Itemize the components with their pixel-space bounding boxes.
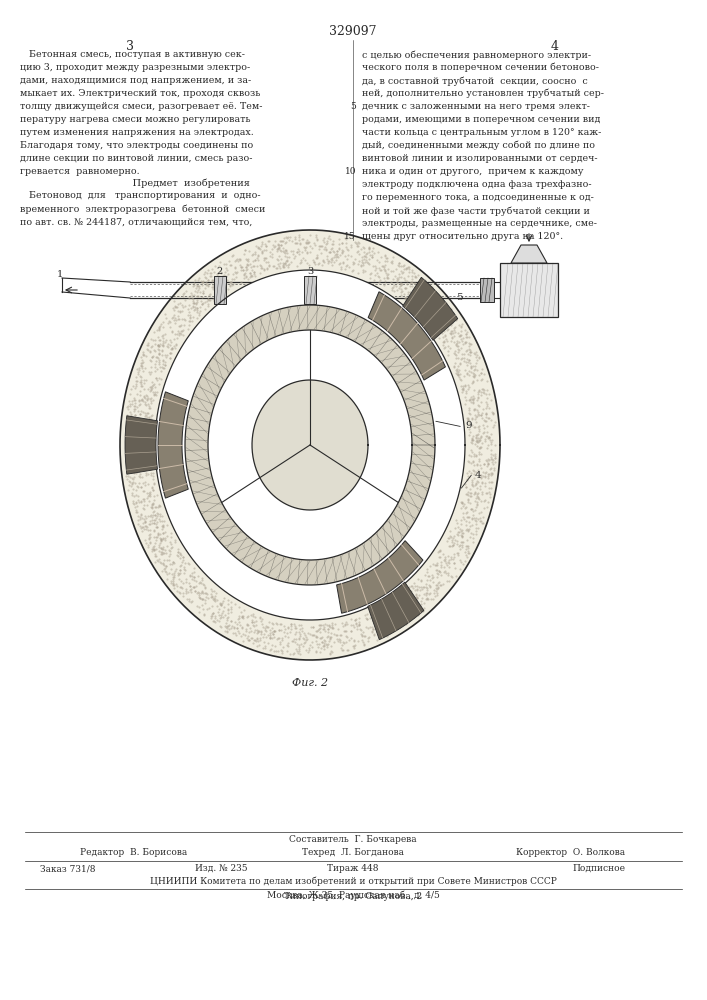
Text: 5: 5 [350, 102, 356, 111]
Text: 2: 2 [217, 267, 223, 276]
Polygon shape [368, 292, 445, 380]
Text: щены друг относительно друга на 120°.: щены друг относительно друга на 120°. [362, 232, 563, 241]
Text: дечник с заложенными на него тремя элект-: дечник с заложенными на него тремя элект… [362, 102, 590, 111]
Text: 7: 7 [330, 490, 337, 499]
Text: Бетоновод  для   транспортирования  и  одно-: Бетоновод для транспортирования и одно- [20, 191, 261, 200]
Polygon shape [208, 330, 412, 560]
Polygon shape [185, 305, 435, 585]
Text: Фиг. 1: Фиг. 1 [277, 325, 313, 335]
Polygon shape [155, 270, 465, 620]
Text: Бетонная смесь, поступая в активную сек-: Бетонная смесь, поступая в активную сек- [20, 50, 245, 59]
Text: дами, находящимися под напряжением, и за-: дами, находящимися под напряжением, и за… [20, 76, 251, 85]
Polygon shape [337, 541, 423, 613]
Text: части кольца с центральным углом в 120° каж-: части кольца с центральным углом в 120° … [362, 128, 602, 137]
Text: 3: 3 [126, 40, 134, 53]
Text: 3: 3 [307, 267, 313, 276]
Text: го переменного тока, а подсоединенные к од-: го переменного тока, а подсоединенные к … [362, 193, 594, 202]
Text: ника и один от другого,  причем к каждому: ника и один от другого, причем к каждому [362, 167, 583, 176]
Text: Благодаря тому, что электроды соединены по: Благодаря тому, что электроды соединены … [20, 141, 253, 150]
Text: по авт. св. № 244187, отличающийся тем, что,: по авт. св. № 244187, отличающийся тем, … [20, 217, 252, 226]
Bar [304, 276, 316, 304]
Bar [500, 263, 558, 317]
Text: Составитель  Г. Бочкарева: Составитель Г. Бочкарева [289, 835, 417, 844]
Text: да, в составной трубчатой  секции, соосно  с: да, в составной трубчатой секции, соосно… [362, 76, 588, 86]
Polygon shape [403, 277, 457, 340]
Text: 6: 6 [298, 420, 305, 430]
Text: родами, имеющими в поперечном сечении вид: родами, имеющими в поперечном сечении ви… [362, 115, 600, 124]
Text: Тираж 448: Тираж 448 [327, 864, 379, 873]
Polygon shape [120, 230, 500, 660]
Text: путем изменения напряжения на электродах.: путем изменения напряжения на электродах… [20, 128, 254, 137]
Text: электроды, размещенные на сердечнике, сме-: электроды, размещенные на сердечнике, см… [362, 219, 597, 228]
Text: Подписное: Подписное [572, 864, 625, 873]
Text: временного  электроразогрева  бетонной  смеси: временного электроразогрева бетонной сме… [20, 204, 265, 214]
Text: 15: 15 [344, 232, 356, 241]
Text: электроду подключена одна фаза трехфазно-: электроду подключена одна фаза трехфазно… [362, 180, 592, 189]
Polygon shape [368, 582, 424, 640]
Text: длине секции по винтовой линии, смесь разо-: длине секции по винтовой линии, смесь ра… [20, 154, 252, 163]
Text: 8: 8 [402, 597, 409, 606]
Polygon shape [158, 392, 188, 498]
Text: пературу нагрева смеси можно регулировать: пературу нагрева смеси можно регулироват… [20, 115, 250, 124]
Text: ЦНИИПИ Комитета по делам изобретений и открытий при Совете Министров СССР: ЦНИИПИ Комитета по делам изобретений и о… [150, 877, 556, 886]
Text: Редактор  В. Борисова: Редактор В. Борисова [80, 848, 187, 857]
Text: 5: 5 [456, 293, 463, 302]
Bar [214, 276, 226, 304]
Text: толщу движущейся смеси, разогревает её. Тем-: толщу движущейся смеси, разогревает её. … [20, 102, 262, 111]
Text: Техред  Л. Богданова: Техред Л. Богданова [302, 848, 404, 857]
Text: 329097: 329097 [329, 25, 377, 38]
Text: Предмет  изобретения: Предмет изобретения [120, 178, 250, 188]
Text: 4: 4 [475, 471, 481, 480]
Text: Заказ 731/8: Заказ 731/8 [40, 864, 95, 873]
Text: Типография, пр. Сапунова, 2: Типография, пр. Сапунова, 2 [284, 892, 422, 901]
Text: 4: 4 [551, 40, 559, 53]
Text: цию 3, проходит между разрезными электро-: цию 3, проходит между разрезными электро… [20, 63, 250, 72]
Text: Москва, Ж-35, Раушская наб., д. 4/5: Москва, Ж-35, Раушская наб., д. 4/5 [267, 890, 440, 900]
Polygon shape [511, 245, 547, 263]
Polygon shape [252, 380, 368, 510]
Text: 10: 10 [344, 167, 356, 176]
Polygon shape [125, 416, 158, 474]
Text: ной и той же фазе части трубчатой секции и: ной и той же фазе части трубчатой секции… [362, 206, 590, 216]
Text: 1: 1 [57, 270, 63, 279]
Text: мыкает их. Электрический ток, проходя сквозь: мыкает их. Электрический ток, проходя ск… [20, 89, 260, 98]
Text: Изд. № 235: Изд. № 235 [195, 864, 247, 873]
Text: Фиг. 2: Фиг. 2 [292, 678, 328, 688]
Text: с целью обеспечения равномерного электри-: с целью обеспечения равномерного электри… [362, 50, 591, 60]
Text: ческого поля в поперечном сечении бетоново-: ческого поля в поперечном сечении бетоно… [362, 63, 599, 73]
Text: 9: 9 [465, 420, 472, 430]
Text: винтовой линии и изолированными от сердеч-: винтовой линии и изолированными от серде… [362, 154, 597, 163]
Text: Корректор  О. Волкова: Корректор О. Волкова [516, 848, 625, 857]
Text: ней, дополнительно установлен трубчатый сер-: ней, дополнительно установлен трубчатый … [362, 89, 604, 99]
Bar [480, 278, 494, 302]
Text: дый, соединенными между собой по длине по: дый, соединенными между собой по длине п… [362, 141, 595, 150]
Text: гревается  равномерно.: гревается равномерно. [20, 167, 139, 176]
